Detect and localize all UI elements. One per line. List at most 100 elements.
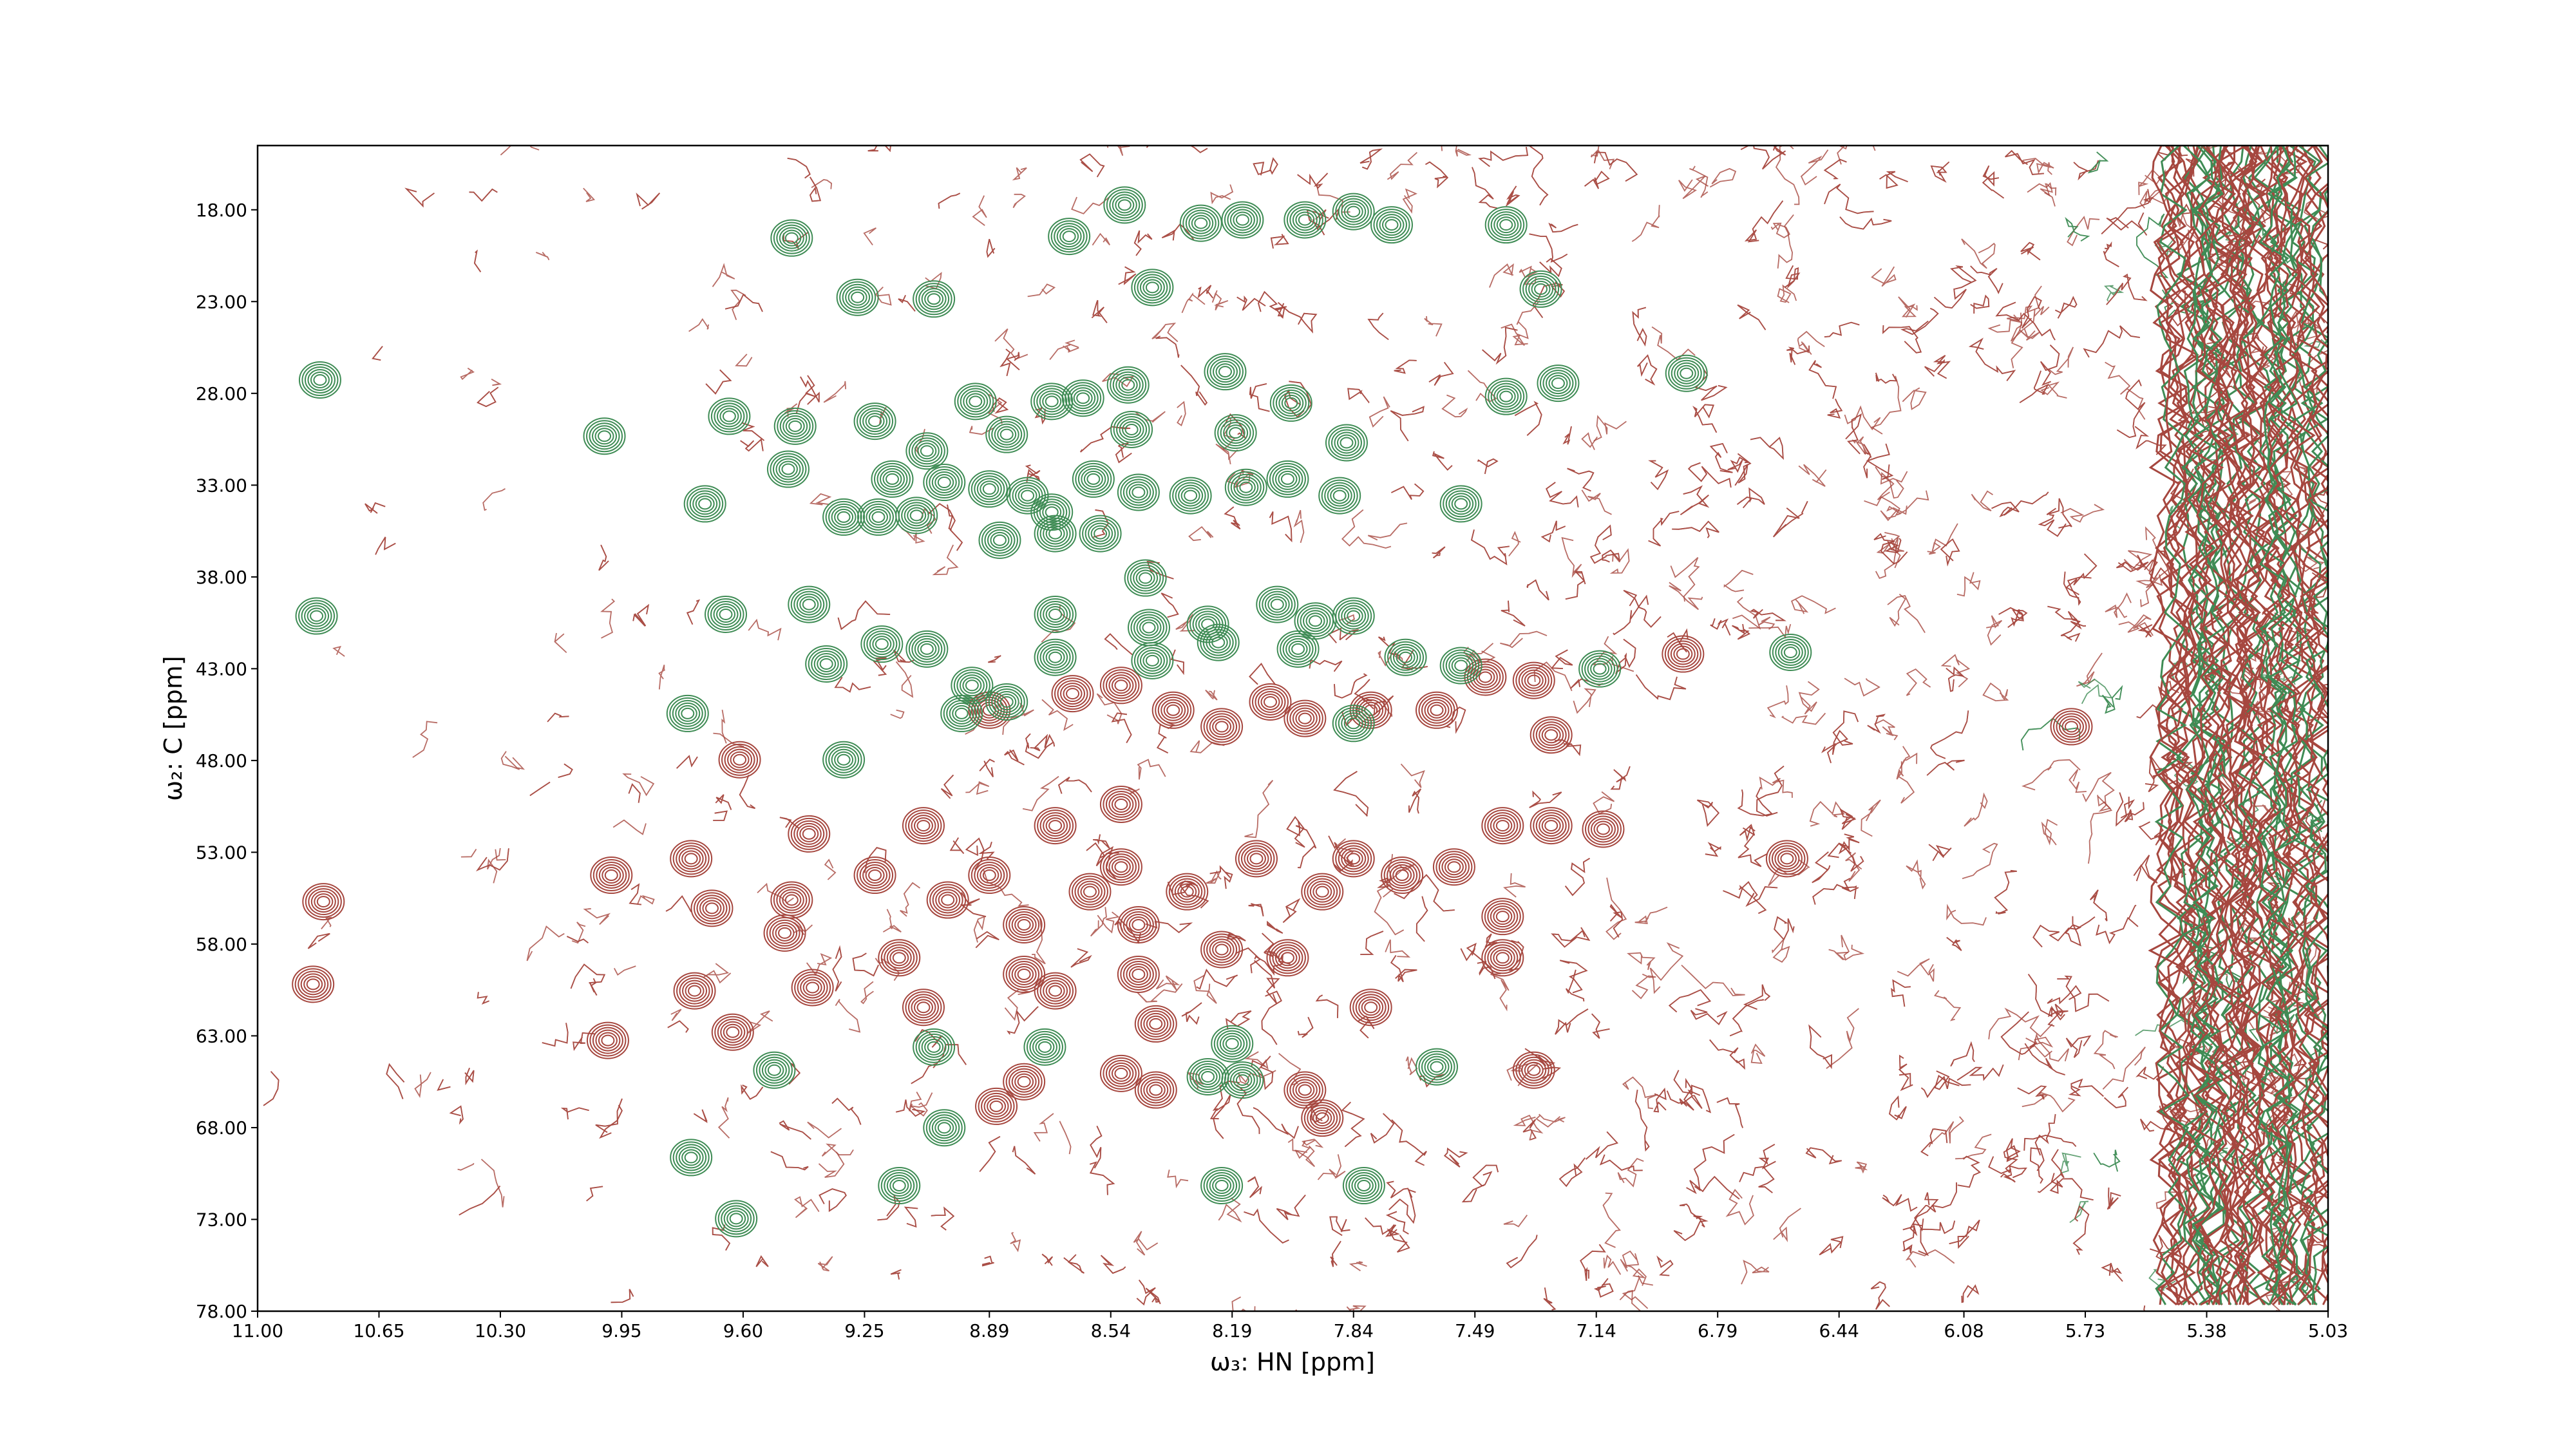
noise-contour: [904, 1206, 918, 1228]
noise-contour: [1882, 325, 1922, 354]
peak: [1249, 683, 1292, 721]
peak: [822, 741, 866, 779]
noise-contour: [2096, 904, 2139, 945]
noise-contour: [263, 1071, 279, 1106]
contour-ring: [2052, 710, 2090, 743]
peak: [1370, 206, 1413, 244]
contour-ring: [1544, 729, 1558, 741]
noise-contour: [482, 488, 506, 511]
contour-ring: [1392, 867, 1412, 884]
noise-contour: [2307, 146, 2328, 1278]
noise-contour: [1988, 1145, 2019, 1174]
contour-ring: [1057, 680, 1088, 708]
contour-ring: [1029, 1033, 1061, 1061]
peak: [1269, 384, 1312, 422]
contour-ring: [1218, 366, 1232, 378]
noise-contour: [2041, 819, 2058, 846]
contour-ring: [1103, 1057, 1140, 1090]
contour-ring: [1203, 933, 1240, 966]
contour-ring: [1381, 857, 1424, 895]
contour-ring: [975, 1087, 1018, 1125]
contour-ring: [1050, 220, 1088, 253]
noise-contour: [1897, 958, 1935, 982]
contour-ring: [994, 690, 1019, 713]
contour-ring: [1535, 812, 1567, 840]
peak: [1006, 477, 1049, 515]
contour-ring: [862, 864, 888, 887]
noise-contour: [1961, 238, 1996, 269]
noise-contour: [1723, 569, 1754, 592]
contour-ring: [1043, 646, 1068, 668]
contour-ring: [989, 1100, 1003, 1112]
contour-ring: [1037, 598, 1074, 630]
noise-contour: [1478, 147, 1529, 167]
noise-contour: [1988, 1007, 2053, 1039]
noise-contour: [1209, 1080, 1240, 1120]
peak: [763, 914, 806, 952]
contour-ring: [1233, 476, 1259, 498]
contour-ring: [1117, 473, 1160, 511]
contour-ring: [1099, 1054, 1142, 1092]
noise-contour: [1416, 896, 1428, 942]
contour-ring: [595, 1029, 621, 1052]
noise-contour: [1709, 1039, 1745, 1070]
contour-ring: [1342, 1167, 1385, 1205]
noise-contour: [938, 193, 961, 209]
contour-ring: [1166, 873, 1209, 911]
contour-ring: [755, 1054, 793, 1086]
contour-ring: [2064, 721, 2078, 733]
noise-contour: [1394, 874, 1455, 912]
contour-ring: [932, 886, 963, 914]
contour-ring: [303, 976, 323, 993]
noise-contour: [1867, 714, 1886, 734]
noise-contour: [1091, 299, 1108, 323]
contour-ring: [1351, 1175, 1377, 1197]
noise-contour: [1620, 1250, 1637, 1272]
noise-contour: [890, 1269, 902, 1280]
noise-contour: [307, 933, 330, 949]
contour-ring: [776, 886, 808, 914]
peak: [1003, 955, 1046, 993]
noise-contour: [1790, 595, 1836, 614]
noise-contour: [1594, 1278, 1614, 1298]
noise-contour: [2060, 1152, 2081, 1174]
contour-ring: [1039, 520, 1071, 547]
noise-contour: [1367, 312, 1389, 341]
contour-ring: [1278, 470, 1298, 488]
noise-contour: [2105, 361, 2146, 420]
noise-contour: [1798, 464, 1827, 487]
noise-contour: [1136, 1280, 1156, 1306]
noise-contour: [755, 1255, 769, 1267]
contour-ring: [316, 896, 330, 908]
peak: [902, 807, 945, 845]
contour-ring: [1070, 387, 1096, 410]
noise-contour: [1215, 443, 1238, 465]
contour-ring: [1043, 603, 1068, 625]
noise-contour: [1934, 1070, 1960, 1090]
contour-ring: [1133, 271, 1171, 304]
contour-ring: [1177, 883, 1197, 900]
peak: [1034, 807, 1077, 845]
noise-contour: [1249, 663, 1276, 685]
contour-ring: [1309, 615, 1323, 627]
noise-contour: [1741, 1260, 1770, 1285]
noise-contour: [1609, 548, 1630, 574]
contour-ring: [782, 415, 808, 437]
noise-contour: [1506, 1061, 1540, 1086]
contour-ring: [1768, 842, 1806, 875]
noise-contour: [1218, 1197, 1242, 1223]
noise-contour: [824, 858, 837, 880]
noise-contour: [1297, 1017, 1314, 1038]
contour-ring: [1352, 991, 1390, 1024]
noise-contour: [1982, 165, 2005, 199]
contour-ring: [799, 596, 819, 613]
contour-ring: [825, 500, 862, 533]
noise-contour: [1261, 990, 1282, 1045]
noise-contour: [1756, 765, 1785, 817]
contour-ring: [1033, 496, 1070, 529]
noise-contour: [2057, 975, 2110, 1012]
noise-contour: [1027, 283, 1056, 298]
noise-contour: [810, 176, 821, 202]
noise-contour: [2007, 285, 2042, 322]
noise-contour: [554, 632, 567, 654]
